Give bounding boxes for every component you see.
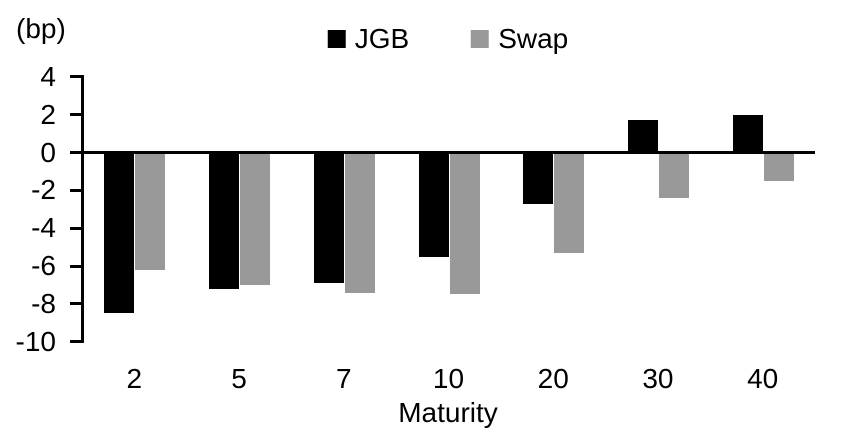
bar-jgb-40 [732,114,763,153]
x-axis-tick-label: 7 [335,363,352,394]
y-axis-tick-label: -2 [31,174,56,206]
y-axis-tick [70,226,82,230]
x-axis-tick-label: 30 [642,363,674,394]
bar-swap-5 [240,152,271,285]
bar-jgb-30 [627,120,658,153]
x-axis-zero-line [82,151,815,154]
bar-swap-10 [449,152,480,295]
bar-swap-2 [135,152,166,270]
legend-swatch-icon [327,30,346,48]
y-axis-tick-label: -6 [31,250,56,282]
legend-item-swap: Swap [471,24,568,54]
bar-swap-30 [658,152,689,198]
y-axis-tick-label: -4 [31,212,56,244]
x-axis-tick-label: 10 [432,363,465,394]
y-axis-tick [70,340,82,344]
y-axis-unit-label: (bp) [16,13,66,44]
x-axis-tick-label: 40 [747,363,779,394]
y-axis-tick [70,113,82,117]
bar-jgb-7 [313,152,344,284]
y-axis-tick [70,75,82,79]
bar-jgb-20 [523,152,554,204]
x-axis-tick-label: 20 [537,363,569,394]
y-axis-tick-label: -10 [15,325,56,357]
y-axis-tick [70,302,82,306]
bar-swap-7 [344,152,375,293]
bar-swap-40 [763,152,794,181]
legend-swatch-icon [471,30,490,48]
y-axis-tick [70,264,82,268]
bar-jgb-10 [418,152,449,257]
bar-swap-20 [554,152,585,253]
y-axis-tick [70,188,82,192]
legend-label: Swap [498,23,569,54]
y-axis-tick-label: 4 [40,60,56,92]
x-axis-title: Maturity [398,397,498,428]
legend: JGB Swap [327,23,568,54]
x-axis-tick-label: 5 [231,363,247,394]
y-axis-tick-label: 2 [40,98,56,130]
legend-label: JGB [354,23,410,54]
x-axis-tick-label: 2 [126,363,143,394]
y-axis-line [80,75,84,344]
y-axis-tick-label: 0 [40,136,56,168]
bar-jgb-2 [104,152,135,314]
bar-jgb-5 [209,152,240,289]
legend-item-jgb: JGB [327,23,410,54]
y-axis-tick [70,151,82,154]
y-axis-tick-label: -8 [31,287,56,319]
